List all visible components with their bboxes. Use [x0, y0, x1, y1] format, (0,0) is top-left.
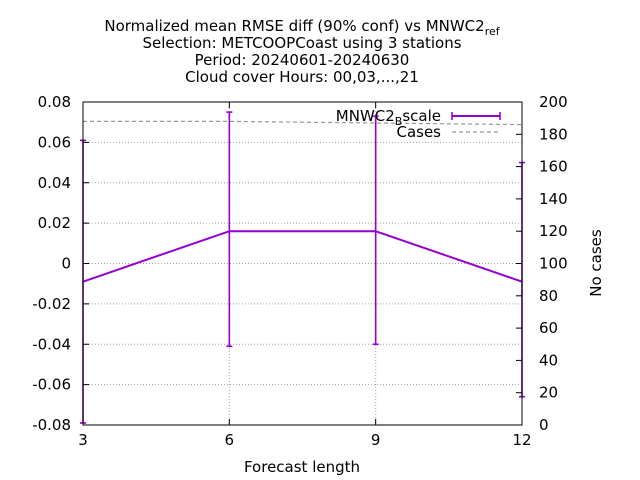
x-tick-label: 12	[512, 431, 531, 449]
y2-tick-label: 100	[539, 255, 568, 273]
x-tick-label: 3	[78, 431, 88, 449]
y2-tick-label: 40	[539, 351, 558, 369]
y2-tick-label: 0	[539, 416, 549, 434]
grid	[83, 102, 522, 425]
x-axis-label: Forecast length	[244, 458, 360, 476]
y2-tick-label: 60	[539, 319, 558, 337]
y-tick-label: 0.08	[38, 93, 71, 111]
y2-tick-label: 140	[539, 190, 568, 208]
y2-tick-label: 120	[539, 222, 568, 240]
y2-tick-label: 20	[539, 384, 558, 402]
title-line-3: Period: 20240601-20240630	[195, 51, 410, 69]
rmse-line	[82, 230, 523, 283]
title-subscript: ref	[485, 25, 501, 38]
y-tick-label: 0.06	[38, 133, 71, 151]
cases-series	[83, 120, 523, 126]
legend-label-rmse: MNWC2Bscale	[336, 107, 441, 128]
x-tick-label: 6	[225, 431, 235, 449]
y-tick-label: 0.02	[38, 214, 71, 232]
rmse-series	[80, 111, 525, 424]
cases-line	[83, 120, 523, 126]
y-tick-label: -0.02	[32, 295, 71, 313]
title-line-1: Normalized mean RMSE diff (90% conf) vs …	[104, 17, 500, 38]
y2-tick-label: 80	[539, 287, 558, 305]
y-tick-label: -0.04	[32, 335, 71, 353]
y-tick-label: 0	[61, 255, 71, 273]
y2-tick-label: 200	[539, 93, 568, 111]
title-line-4: Cloud cover Hours: 00,03,...,21	[185, 68, 419, 86]
y2-tick-label: 180	[539, 125, 568, 143]
y-tick-label: -0.06	[32, 376, 71, 394]
title-line-2: Selection: METCOOPCoast using 3 stations	[142, 34, 461, 52]
y-tick-label: -0.08	[32, 416, 71, 434]
y2-axis-label: No cases	[587, 229, 605, 297]
legend-label-cases: Cases	[396, 123, 441, 141]
y2-tick-label: 160	[539, 158, 568, 176]
y-tick-label: 0.04	[38, 174, 71, 192]
x-tick-label: 9	[371, 431, 381, 449]
chart-title: Normalized mean RMSE diff (90% conf) vs …	[104, 17, 500, 86]
axis-ticks: 0.080.060.040.020-0.02-0.04-0.06-0.08200…	[32, 93, 567, 449]
